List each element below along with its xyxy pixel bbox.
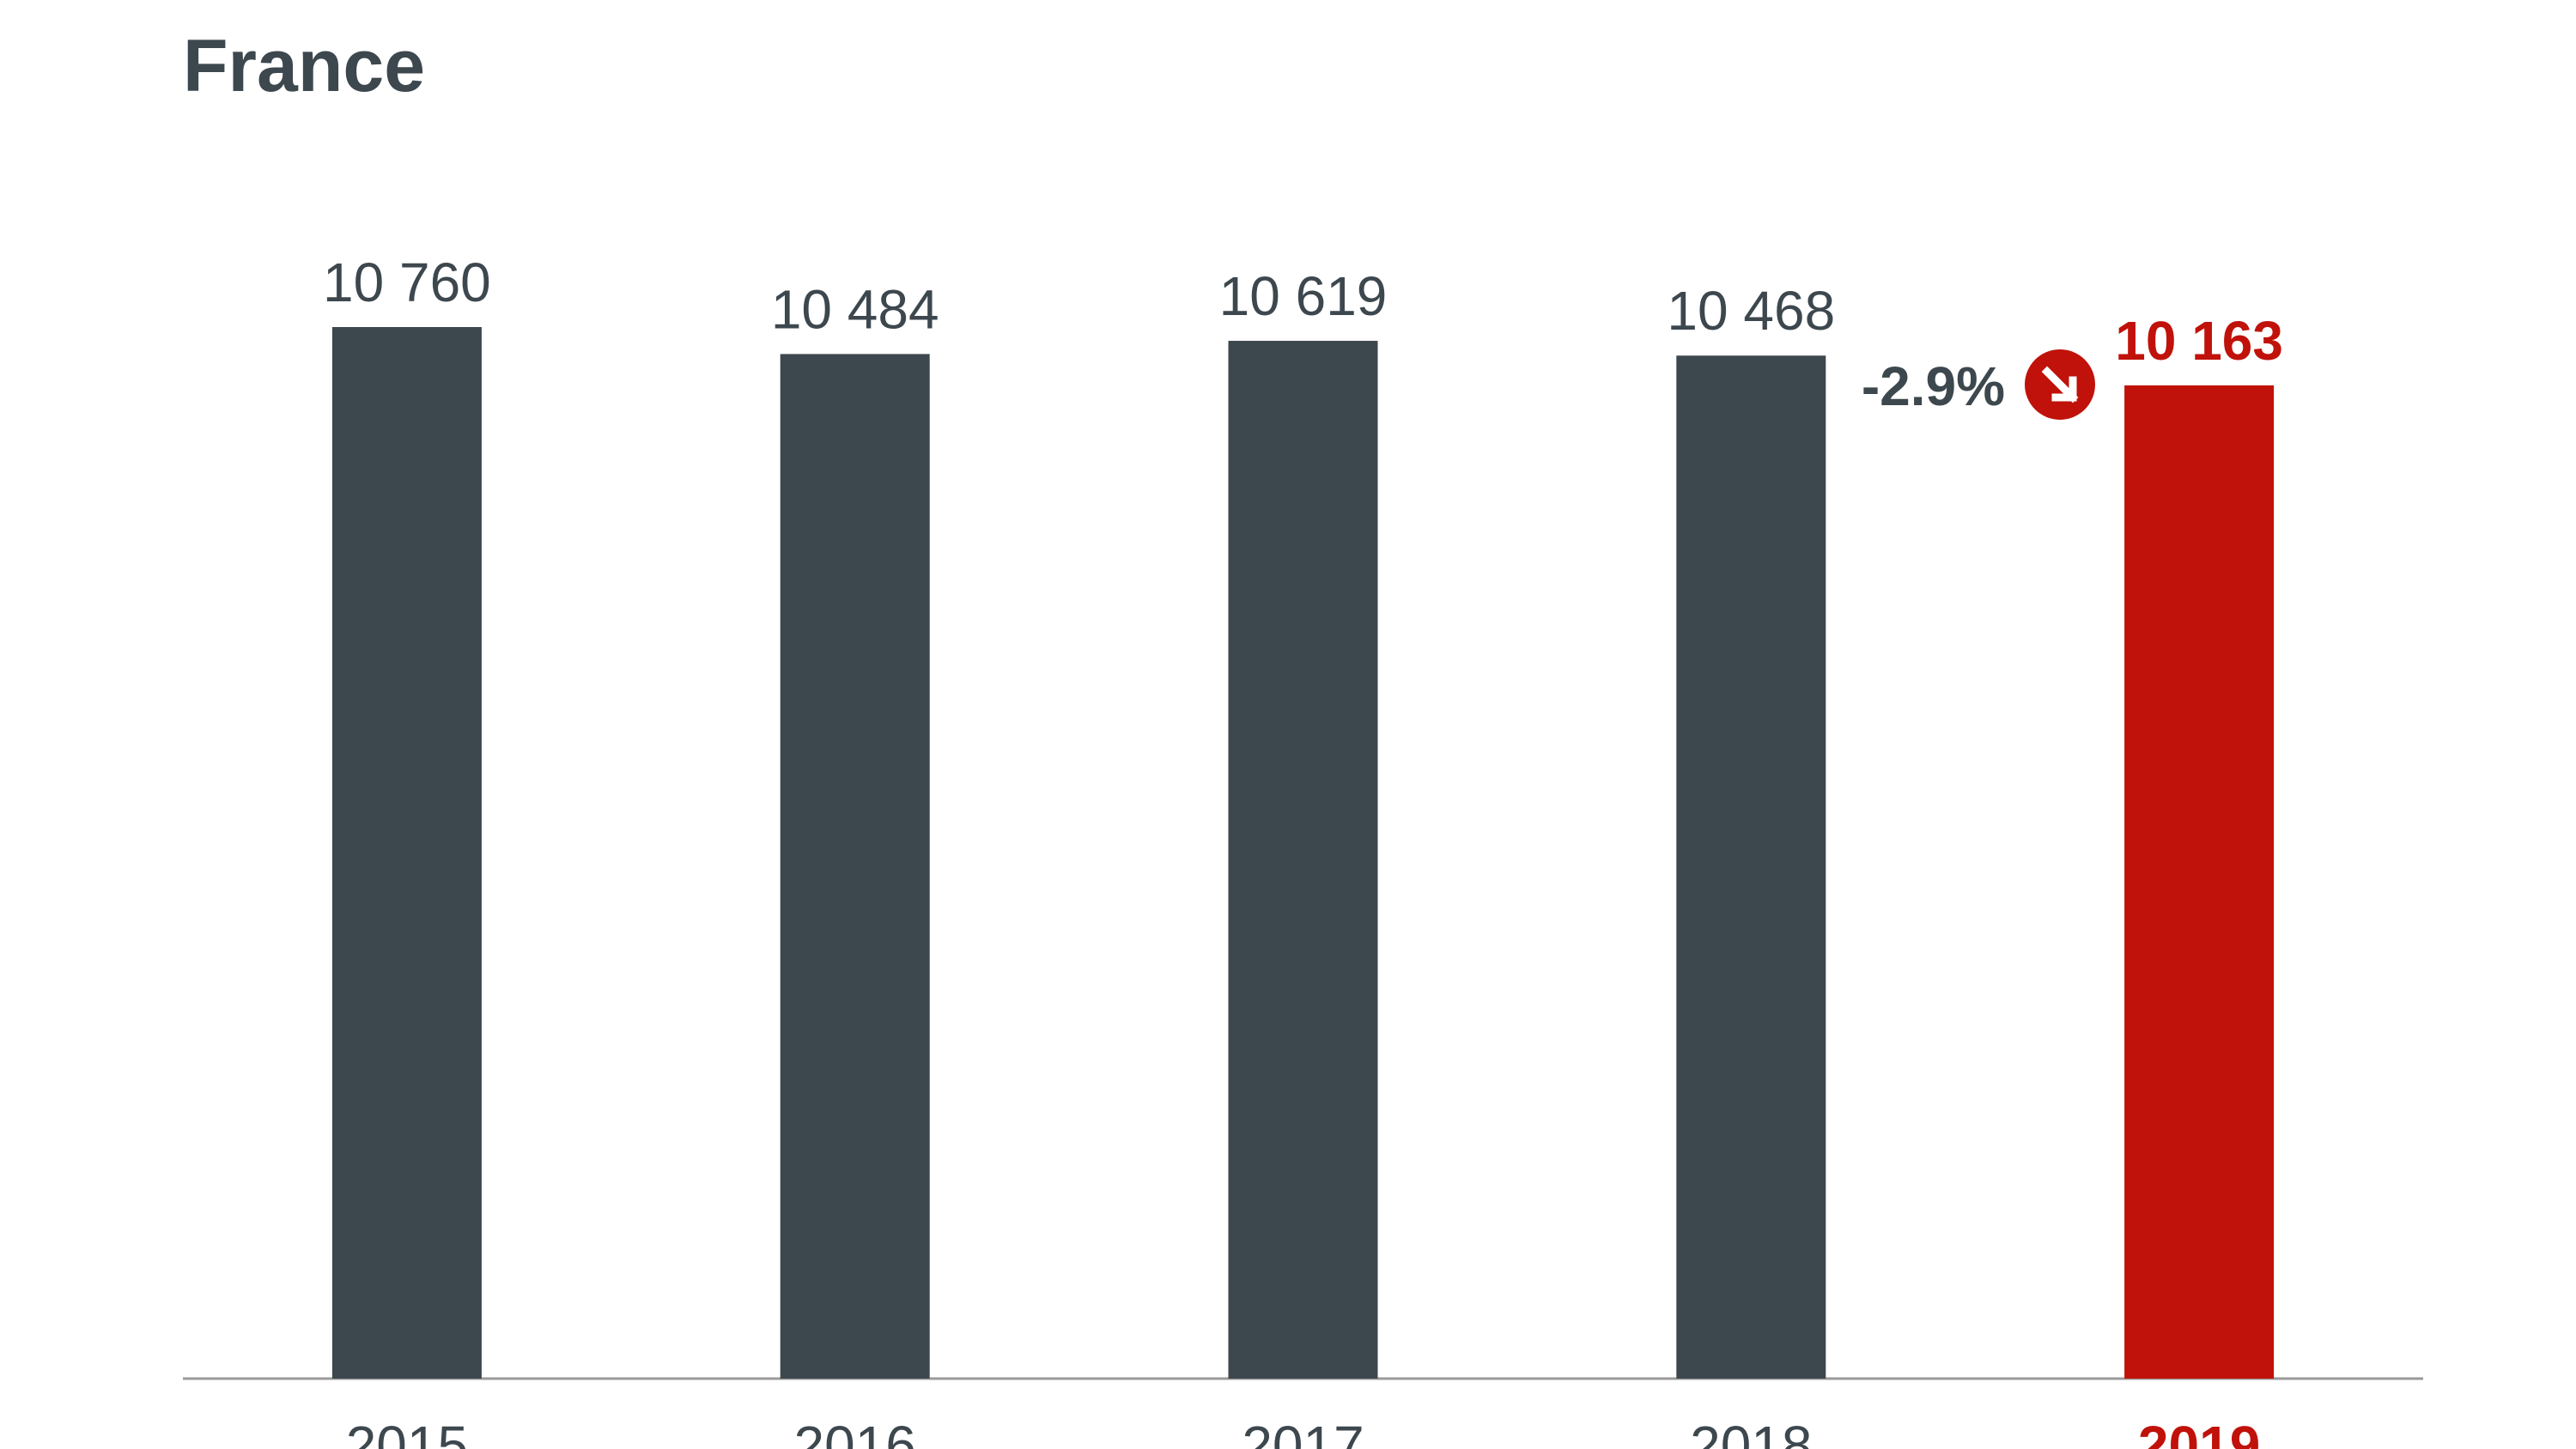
chart-title: France — [183, 25, 425, 107]
change-label: -2.9% — [1862, 355, 2005, 417]
value-label: 10 468 — [1667, 280, 1835, 342]
value-label: 10 760 — [323, 252, 491, 313]
x-tick-label: 2017 — [1242, 1415, 1364, 1449]
x-tick-label: 2015 — [346, 1415, 468, 1449]
bar — [2124, 385, 2275, 1379]
bar — [1676, 355, 1826, 1379]
x-tick-label: 2018 — [1690, 1415, 1812, 1449]
x-tick-label: 2019 — [2138, 1415, 2260, 1449]
value-label: 10 619 — [1219, 265, 1388, 327]
x-tick-label: 2016 — [794, 1415, 916, 1449]
bar — [331, 327, 482, 1379]
value-label: 10 163 — [2115, 310, 2283, 372]
value-label: 10 484 — [771, 278, 939, 340]
change-arrow — [2041, 366, 2079, 403]
bar — [1228, 341, 1378, 1379]
bar — [780, 354, 930, 1379]
